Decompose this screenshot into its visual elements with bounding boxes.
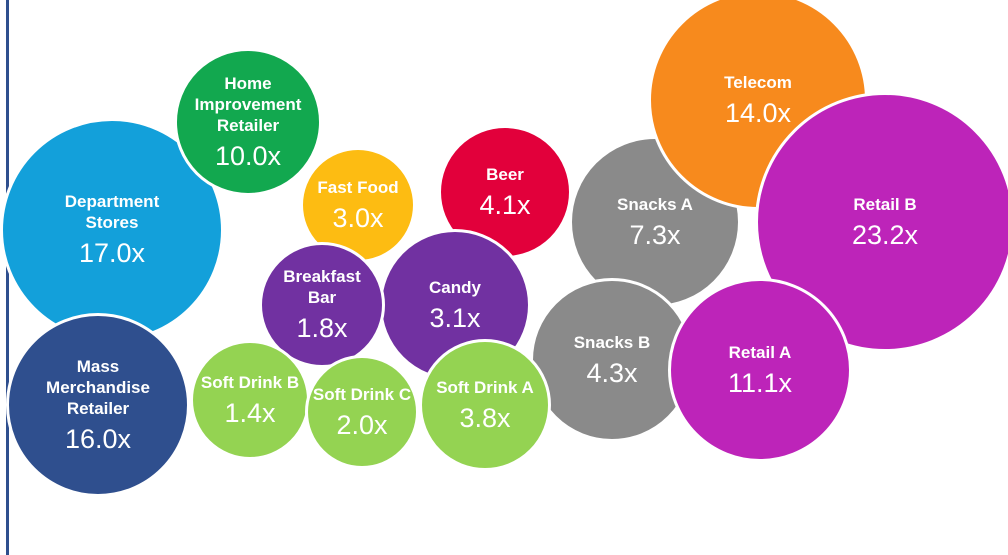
bubble-value: 1.4x: [224, 397, 276, 428]
bubble-value: 11.1x: [727, 367, 793, 398]
bubble-label: Breakfast Bar: [283, 267, 361, 307]
bubble-value: 4.1x: [479, 189, 531, 220]
bubble: Soft Drink B 1.4x: [190, 340, 310, 460]
bubble-label: Retail A: [728, 342, 792, 362]
bubble-label: Telecom: [724, 72, 792, 92]
bubble: Fast Food 3.0x: [300, 147, 416, 263]
bubble-label: Department Stores: [64, 192, 160, 232]
bubble: Retail A 11.1x: [668, 278, 852, 462]
bubble-value: 3.8x: [459, 402, 511, 433]
bubble-value: 17.0x: [78, 238, 146, 268]
bubble-label: Retail B: [853, 194, 917, 214]
bubble-label: Candy: [429, 277, 481, 297]
bubble-value: 1.8x: [296, 313, 348, 343]
bubble-value: 4.3x: [586, 357, 638, 388]
bubble-label: Soft Drink C: [312, 384, 412, 404]
bubble-label: Snacks A: [617, 194, 693, 214]
bubble-value: 7.3x: [629, 219, 681, 250]
bubble-label: Mass Merchandise Retailer: [46, 356, 150, 418]
bubble-value: 14.0x: [724, 97, 792, 128]
bubble-value: 10.0x: [214, 140, 282, 171]
bubble: Home Improvement Retailer 10.0x: [174, 48, 322, 196]
bubble: Breakfast Bar 1.8x: [259, 242, 385, 368]
bubble: Soft Drink A 3.8x: [419, 339, 551, 471]
bubble-label: Soft Drink B: [200, 372, 300, 392]
bubble: Mass Merchandise Retailer 16.0x: [6, 313, 190, 497]
bubble-label: Fast Food: [317, 177, 399, 197]
bubble-label: Beer: [486, 164, 524, 184]
bubble-label: Snacks B: [573, 332, 651, 352]
bubble-value: 3.0x: [332, 202, 384, 233]
bubble-value: 2.0x: [336, 409, 388, 440]
bubble-label: Soft Drink A: [436, 377, 534, 397]
bubble-value: 3.1x: [429, 302, 481, 333]
left-border: [6, 0, 9, 555]
bubble: Soft Drink C 2.0x: [305, 355, 419, 469]
bubble-value: 16.0x: [64, 423, 132, 454]
bubble-value: 23.2x: [851, 219, 919, 250]
bubble-label: Home Improvement Retailer: [194, 73, 302, 135]
